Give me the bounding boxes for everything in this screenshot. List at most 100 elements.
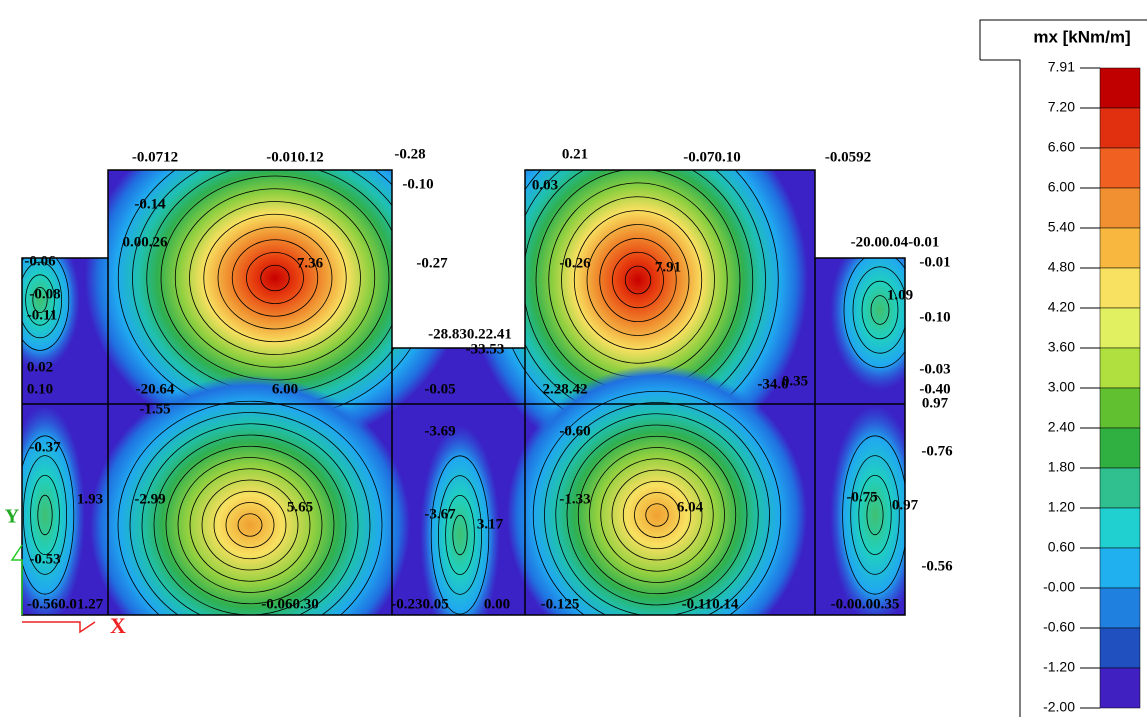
result-label: 0.02 [27,359,53,375]
result-label: -0.11 [27,307,57,323]
result-label: -34.0 [757,376,788,392]
legend-frame [979,19,1147,717]
legend-label: 3.60 [1048,339,1075,355]
legend-swatch [1099,587,1141,629]
contour-line [445,494,475,575]
legend-label: 4.20 [1048,299,1075,315]
contour-line [612,251,664,309]
contour-line [153,434,347,615]
contour-line [645,503,669,527]
result-label: -0.37 [29,439,61,455]
result-label: 0.00 [484,596,510,612]
contour-fill [420,425,500,615]
result-label: -0.28 [394,146,425,162]
contour-line [117,400,383,615]
result-label: -0.27 [416,255,448,271]
result-label: -0.40 [919,381,950,397]
result-label: 6.00 [272,381,298,397]
contour-line [237,513,263,537]
contour-line [870,295,890,325]
contour-line [600,458,714,572]
result-label: -0.26 [559,255,591,271]
result-label: -0.03 [919,361,950,377]
contour-line [577,435,737,595]
contour-line [858,474,892,555]
result-label: 5.65 [287,499,313,515]
y-arrow [10,544,23,615]
contour-line [430,455,490,615]
legend-label: -2.00 [1043,699,1075,715]
contour-line [599,237,677,323]
contour-line [32,286,48,313]
result-label: 0.21 [562,146,588,162]
contour-line [861,280,899,340]
result-label: -0.75 [846,489,877,505]
legend-label: 7.20 [1048,99,1075,115]
result-label: -0.56 [921,558,953,574]
legend-swatch [1099,227,1141,269]
legend-swatch [1099,547,1141,589]
contour-line [842,435,905,595]
legend-swatch [1099,307,1141,349]
result-label: -1.55 [139,401,170,417]
legend-swatch [1099,107,1141,149]
result-label: -0.230.05 [391,596,449,612]
contour-line [189,201,361,355]
result-label: -20.64 [136,381,175,397]
result-label: -28.830.22.41 [428,326,512,342]
contour-line [30,474,60,555]
result-label: 0.97 [922,395,949,411]
contour-line [129,412,371,615]
contour-line [634,492,680,538]
contour-line [201,479,299,571]
result-label: -0.10 [919,309,950,325]
legend-swatch [1099,347,1141,389]
contour-line [25,274,55,326]
result-label: -1.33 [559,491,590,507]
contour-fill [507,365,807,615]
contour-line [22,435,75,595]
legend-label: 4.80 [1048,259,1075,275]
result-label: -0.14 [134,196,166,212]
legend-swatch [1099,507,1141,549]
contour-line [532,390,782,615]
contour-fill [468,170,808,465]
axis-indicator: Y X [5,506,126,638]
result-label: 0.03 [532,177,558,193]
legend-swatch [1099,627,1141,669]
legend-label: 6.60 [1048,139,1075,155]
contour-fill [85,170,465,448]
result-label: -3.69 [424,423,455,439]
contour-fill [22,230,80,370]
result-label: -0.0712 [132,149,178,165]
contour-line [561,196,715,364]
result-label: -33.53 [466,341,505,357]
contour-fill [830,405,905,615]
contour-line [174,188,376,368]
result-label: 7.91 [655,259,681,275]
result-label: -0.10 [402,176,433,192]
result-label: -0.060.30 [261,596,319,612]
contour-line [217,226,333,330]
member-lines [22,258,905,615]
result-label: -0.110.14 [682,596,739,612]
contour-line [589,447,725,583]
contour-fill [90,375,410,615]
result-label: -20.00.04-0.01 [851,234,940,250]
legend-label: -0.60 [1043,619,1075,635]
legend-label: -1.20 [1043,659,1075,675]
contour-fill [830,230,905,390]
result-label: 7.36 [297,255,324,271]
contour-line [566,424,748,606]
contour-line [22,261,63,339]
contour-line [213,490,287,560]
legend-swatch [1099,147,1141,189]
legend-swatch [1099,187,1141,229]
legend-title: mx [kNm/m] [1033,27,1130,46]
contour-line [260,264,290,292]
result-label: -0.76 [921,443,953,459]
contour-line [437,475,482,595]
legend-label: 1.20 [1048,499,1075,515]
